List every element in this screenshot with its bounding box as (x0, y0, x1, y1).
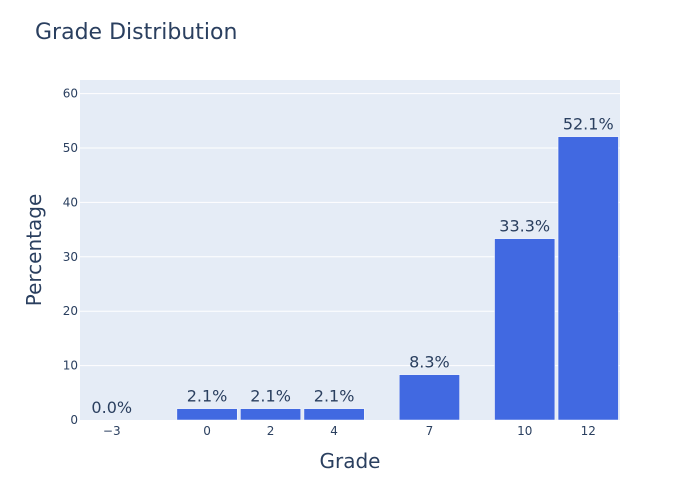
data-label: 52.1% (563, 115, 614, 134)
x-tick-label: 10 (517, 424, 532, 438)
x-axis-ticks: −3 0 2 4 7 10 12 (103, 424, 596, 438)
y-tick-label: 10 (63, 359, 78, 373)
data-label: 33.3% (499, 217, 550, 236)
bar-grade-7 (398, 374, 460, 421)
data-label: 0.0% (91, 398, 132, 417)
x-tick-label: 12 (581, 424, 596, 438)
data-label: 2.1% (187, 387, 228, 406)
chart-title: Grade Distribution (35, 20, 237, 45)
data-label: 2.1% (250, 387, 291, 406)
x-tick-label: 7 (426, 424, 434, 438)
data-labels: 0.0% 2.1% 2.1% 2.1% 8.3% 33.3% 52.1% (91, 115, 613, 417)
x-tick-label: 0 (203, 424, 211, 438)
bars (176, 136, 619, 421)
x-axis-title: Grade (320, 449, 381, 473)
y-tick-label: 40 (63, 195, 78, 209)
y-tick-label: 30 (63, 250, 78, 264)
bar-grade-12 (557, 136, 619, 421)
data-label: 2.1% (314, 387, 355, 406)
grid-lines (80, 93, 620, 367)
y-axis-title: Percentage (22, 194, 46, 307)
x-tick-label: 4 (330, 424, 338, 438)
data-label: 8.3% (409, 353, 450, 372)
y-tick-label: 0 (70, 413, 78, 427)
bar-grade-4 (303, 408, 365, 421)
bar-grade-2 (240, 408, 302, 421)
y-tick-label: 50 (63, 141, 78, 155)
y-axis-ticks: 0 10 20 30 40 50 60 (63, 87, 78, 427)
x-tick-label: −3 (103, 424, 121, 438)
bar-grade-10 (494, 238, 556, 421)
x-tick-label: 2 (267, 424, 275, 438)
y-tick-label: 60 (63, 87, 78, 101)
y-tick-label: 20 (63, 304, 78, 318)
bar-grade-0 (176, 408, 238, 421)
